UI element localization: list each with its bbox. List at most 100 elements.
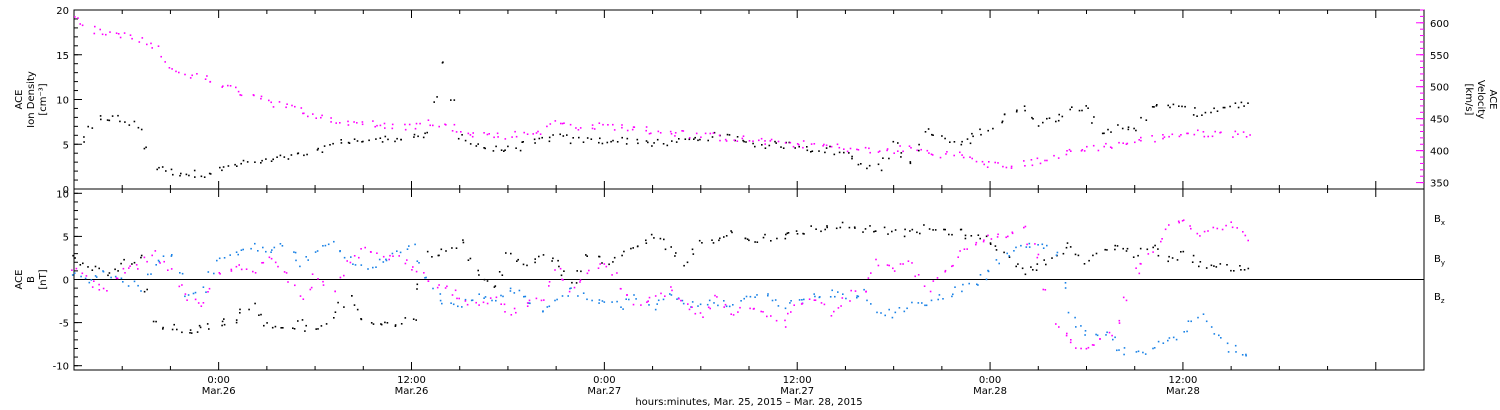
data-point bbox=[1167, 339, 1169, 342]
data-point bbox=[1116, 349, 1118, 352]
data-point bbox=[184, 293, 187, 295]
data-point bbox=[1008, 256, 1011, 258]
data-point bbox=[133, 120, 136, 123]
data-point bbox=[302, 112, 304, 115]
data-point bbox=[426, 250, 429, 253]
data-point bbox=[877, 151, 880, 153]
data-point bbox=[1048, 117, 1051, 119]
data-point bbox=[242, 159, 245, 162]
data-point bbox=[802, 232, 804, 235]
data-point bbox=[146, 260, 148, 263]
data-point bbox=[1118, 141, 1120, 144]
data-point bbox=[290, 154, 293, 156]
data-point bbox=[797, 143, 800, 146]
data-point bbox=[404, 123, 406, 126]
data-point bbox=[287, 158, 290, 160]
data-point bbox=[171, 254, 173, 256]
data-point bbox=[868, 164, 871, 167]
data-point bbox=[1028, 246, 1031, 248]
data-point bbox=[526, 264, 528, 267]
data-point bbox=[279, 154, 282, 157]
data-point bbox=[532, 133, 534, 135]
data-point bbox=[706, 303, 709, 306]
data-point bbox=[838, 146, 841, 149]
series-By bbox=[71, 240, 1247, 357]
data-point bbox=[1108, 331, 1111, 334]
data-point bbox=[515, 147, 517, 149]
data-point bbox=[517, 258, 519, 261]
data-point bbox=[870, 303, 872, 305]
data-point bbox=[746, 238, 749, 240]
data-point bbox=[1123, 347, 1126, 349]
data-point bbox=[1133, 127, 1135, 130]
data-point bbox=[189, 332, 191, 334]
data-point bbox=[91, 127, 94, 129]
data-point bbox=[311, 273, 314, 275]
data-point bbox=[540, 299, 543, 302]
data-point bbox=[603, 263, 606, 265]
y-axis-label: Ion Density bbox=[26, 71, 37, 128]
data-point bbox=[657, 299, 660, 302]
data-point bbox=[975, 243, 977, 246]
data-point bbox=[526, 305, 529, 307]
data-point bbox=[873, 230, 875, 233]
data-point bbox=[718, 239, 720, 242]
data-point bbox=[80, 275, 82, 278]
data-point bbox=[579, 127, 582, 129]
data-point bbox=[257, 250, 259, 252]
data-point bbox=[1066, 242, 1069, 244]
data-point bbox=[893, 152, 895, 154]
data-point bbox=[436, 286, 439, 289]
data-point bbox=[494, 285, 497, 287]
x-tick-date-label: Mar.27 bbox=[780, 386, 814, 397]
data-point bbox=[674, 135, 676, 137]
data-point bbox=[1125, 299, 1128, 302]
data-point bbox=[189, 77, 192, 79]
data-point bbox=[867, 277, 870, 279]
data-point bbox=[361, 123, 364, 126]
data-point bbox=[930, 153, 933, 156]
data-point bbox=[970, 235, 973, 237]
data-point bbox=[688, 137, 691, 139]
data-point bbox=[106, 119, 109, 121]
data-point bbox=[949, 141, 951, 143]
data-point bbox=[931, 133, 933, 136]
data-point bbox=[1011, 232, 1014, 235]
data-point bbox=[1175, 338, 1178, 341]
data-point bbox=[752, 142, 754, 145]
data-point bbox=[1178, 221, 1180, 224]
data-point bbox=[495, 296, 498, 299]
data-point bbox=[1182, 250, 1185, 253]
data-point bbox=[503, 150, 505, 152]
data-point bbox=[616, 300, 618, 303]
data-point bbox=[312, 113, 314, 115]
data-point bbox=[188, 174, 190, 177]
data-point bbox=[543, 299, 545, 301]
data-point bbox=[469, 143, 472, 145]
data-point bbox=[239, 308, 241, 311]
data-point bbox=[424, 277, 426, 279]
data-point bbox=[379, 137, 382, 139]
data-point bbox=[884, 314, 886, 317]
data-point bbox=[764, 140, 766, 142]
data-point bbox=[509, 287, 512, 290]
data-point bbox=[198, 324, 201, 327]
data-point bbox=[690, 306, 692, 308]
data-point bbox=[117, 270, 119, 272]
data-point bbox=[541, 136, 543, 139]
data-point bbox=[150, 42, 152, 45]
data-point bbox=[453, 99, 456, 101]
x-tick-date-label: Mar.26 bbox=[202, 386, 236, 397]
data-point bbox=[432, 124, 434, 127]
data-point bbox=[693, 138, 695, 140]
data-point bbox=[753, 307, 755, 310]
data-point bbox=[770, 138, 773, 141]
data-point bbox=[1236, 227, 1238, 229]
data-point bbox=[767, 293, 769, 295]
data-point bbox=[360, 248, 362, 250]
data-point bbox=[989, 242, 992, 244]
data-point bbox=[926, 149, 929, 152]
data-point bbox=[343, 306, 345, 308]
data-point bbox=[676, 298, 678, 300]
data-point bbox=[281, 245, 284, 247]
